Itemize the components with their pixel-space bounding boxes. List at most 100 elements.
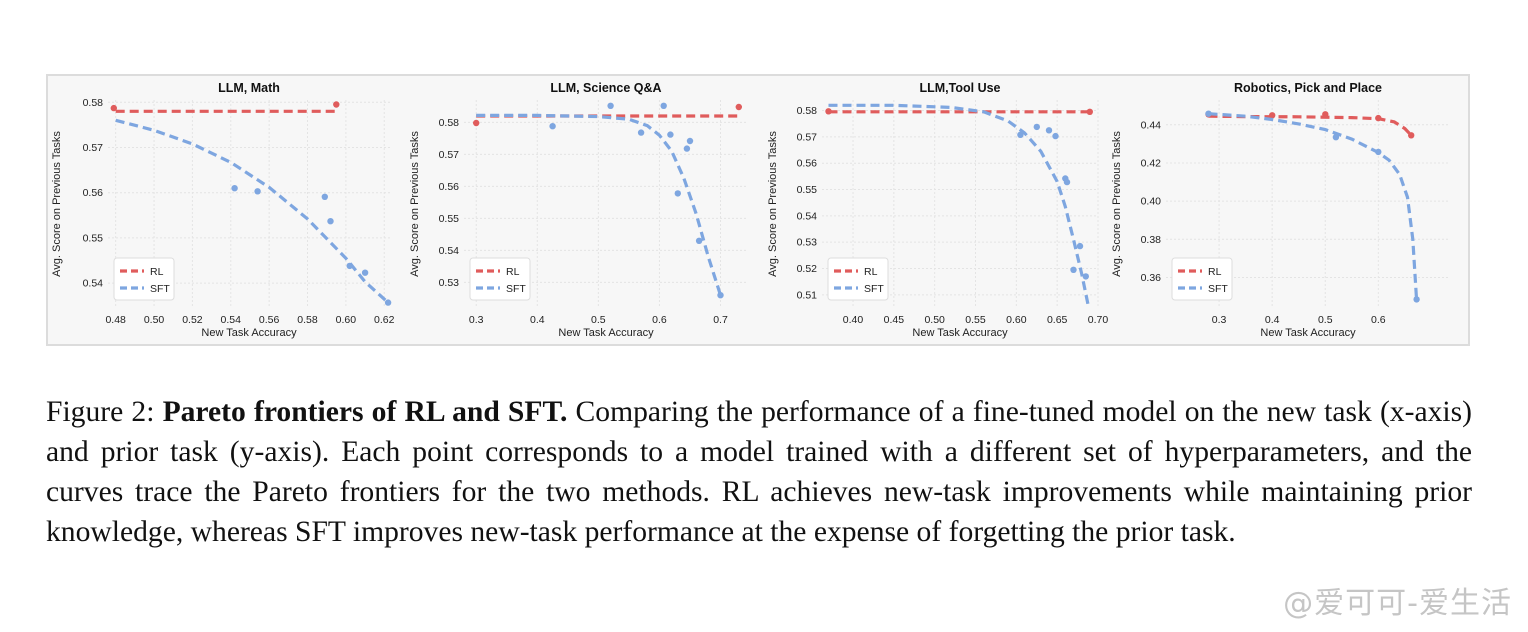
legend-label-rl: RL [506, 266, 520, 278]
x-tick-label: 0.62 [374, 314, 395, 326]
y-tick-label: 0.57 [797, 131, 818, 143]
data-point-sft [231, 185, 238, 192]
data-point-sft [695, 237, 703, 244]
x-tick-label: 0.65 [1047, 314, 1068, 326]
legend-label-rl: RL [1208, 266, 1222, 278]
chart-title: LLM, Math [218, 81, 280, 95]
x-tick-label: 0.70 [1088, 314, 1109, 326]
y-tick-label: 0.58 [797, 105, 818, 117]
chart-title: LLM, Science Q&A [550, 81, 661, 95]
data-point-sft [1033, 123, 1040, 131]
chart-2: LLM, Science Q&A 0.3 0.4 0.5 0.6 0.7 0.53 0.54 0… [409, 81, 748, 339]
y-tick-label: 0.57 [83, 142, 104, 154]
legend-label-sft: SFT [506, 283, 526, 295]
chart-1: LLM, Math 0.48 0.50 0.52 0.54 0.56 0.58 0.60 0.6… [51, 81, 395, 339]
legend-box [827, 257, 889, 301]
data-point-sft [1017, 131, 1024, 138]
charts-svg: LLM, Math 0.48 0.50 0.52 0.54 0.56 0.58 0.60 0.6… [51, 81, 1450, 339]
y-tick-label: 0.58 [439, 117, 460, 129]
frontier-sft [115, 118, 390, 304]
x-tick-label: 0.7 [713, 314, 728, 326]
frontier-sft [1208, 112, 1419, 301]
chart-3: LLM,Tool Use 0.40 0.45 0.50 0.55 0.60 0.65 0.70… [767, 81, 1108, 339]
data-point-rl [1322, 111, 1329, 118]
y-tick-label: 0.52 [797, 263, 818, 275]
data-point-sft [1045, 127, 1053, 134]
y-tick-label: 0.40 [1141, 196, 1162, 208]
x-axis-label: New Task Accuracy [558, 327, 654, 339]
data-point-rl [473, 119, 480, 127]
x-axis-label: New Task Accuracy [912, 327, 1008, 339]
data-point-sft [1070, 266, 1077, 273]
x-tick-label: 0.5 [591, 314, 606, 326]
x-tick-label: 0.6 [1371, 314, 1386, 326]
data-point-sft [361, 269, 369, 276]
x-tick-label: 0.3 [469, 314, 484, 326]
legend-box [113, 257, 175, 301]
data-point-rl [1375, 114, 1382, 122]
data-point-sft [674, 190, 681, 197]
data-point-rl [825, 108, 832, 115]
legend-box [1171, 257, 1233, 301]
x-tick-label: 0.55 [965, 314, 986, 326]
data-point-sft [1413, 296, 1420, 303]
data-point-sft [321, 193, 328, 200]
x-tick-label: 0.4 [1265, 314, 1280, 326]
data-point-rl [1086, 108, 1094, 115]
data-point-rl [1408, 132, 1415, 139]
y-tick-label: 0.57 [439, 149, 460, 161]
y-tick-label: 0.44 [1141, 119, 1162, 131]
y-tick-label: 0.42 [1141, 157, 1162, 169]
data-point-sft [327, 218, 334, 225]
x-tick-label: 0.6 [652, 314, 667, 326]
y-tick-label: 0.53 [797, 237, 818, 249]
y-tick-label: 0.56 [83, 187, 104, 199]
figure-caption: Figure 2: Pareto frontiers of RL and SFT… [46, 392, 1472, 552]
data-point-sft [384, 299, 392, 306]
y-tick-label: 0.58 [83, 97, 104, 109]
data-point-sft [717, 292, 724, 299]
caption-text: Comparing the performance of a fine-tune… [46, 396, 1472, 548]
figure-panel: LLM, Math 0.48 0.50 0.52 0.54 0.56 0.58 0.60 0.6… [46, 74, 1470, 346]
x-tick-label: 0.40 [843, 314, 864, 326]
y-axis-label: Avg. Score on Previous Tasks [51, 131, 63, 277]
data-point-sft [1082, 273, 1090, 280]
data-point-sft [346, 262, 353, 270]
data-point-sft [549, 123, 556, 130]
chart-4: Robotics, Pick and Place 0.3 0.4 0.5 0.6 0.36… [1111, 81, 1450, 339]
y-tick-label: 0.53 [439, 277, 460, 289]
x-tick-label: 0.60 [336, 314, 357, 326]
data-point-sft [660, 102, 667, 109]
y-tick-label: 0.54 [83, 278, 104, 290]
frontier-sft [476, 113, 723, 296]
data-point-rl [110, 104, 117, 112]
y-tick-label: 0.54 [797, 210, 818, 222]
caption-title: Pareto frontiers of RL and SFT. [162, 396, 568, 428]
data-point-sft [1076, 242, 1084, 250]
data-point-sft [637, 129, 645, 136]
y-tick-label: 0.55 [797, 184, 818, 196]
legend-label-rl: RL [150, 266, 164, 278]
y-tick-label: 0.55 [439, 213, 460, 225]
y-tick-label: 0.54 [439, 245, 460, 257]
data-point-sft [1375, 148, 1382, 156]
frontier-sft [828, 103, 1090, 306]
data-point-sft [1052, 132, 1059, 140]
y-tick-label: 0.38 [1141, 234, 1162, 246]
y-axis-label: Avg. Score on Previous Tasks [409, 131, 421, 277]
watermark-text: @爱可可-爱生活 [1283, 586, 1512, 621]
data-point-sft [1332, 134, 1340, 141]
y-axis-label: Avg. Score on Previous Tasks [1111, 131, 1123, 277]
x-tick-label: 0.4 [530, 314, 545, 326]
chart-title: Robotics, Pick and Place [1234, 81, 1382, 95]
x-tick-label: 0.50 [144, 314, 165, 326]
data-point-sft [254, 188, 261, 195]
data-point-sft [686, 137, 694, 145]
x-tick-label: 0.50 [924, 314, 945, 326]
x-axis-label: New Task Accuracy [1260, 327, 1356, 339]
legend-box [469, 257, 531, 301]
y-tick-label: 0.55 [83, 232, 104, 244]
legend-label-sft: SFT [864, 283, 884, 295]
x-tick-label: 0.54 [221, 314, 242, 326]
legend-label-sft: SFT [1208, 283, 1228, 295]
